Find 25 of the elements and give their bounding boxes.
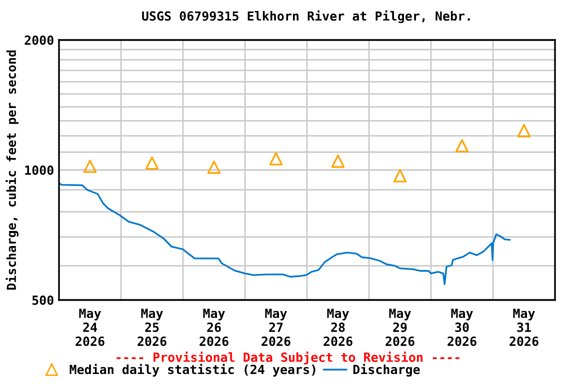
y-tick-label: 500 bbox=[32, 295, 54, 305]
x-tick-label: May 25 2026 bbox=[138, 308, 166, 346]
line-series bbox=[59, 182, 511, 286]
point bbox=[331, 154, 345, 168]
x-tick-label: May 29 2026 bbox=[386, 308, 414, 346]
x-tick-label: May 28 2026 bbox=[324, 308, 352, 346]
x-tick-label: May 24 2026 bbox=[76, 308, 104, 346]
legend-label: Median daily statistic (24 years) bbox=[70, 364, 316, 377]
point bbox=[455, 139, 469, 152]
point bbox=[207, 160, 221, 174]
y-axis-title: Discharge, cubic feet per second bbox=[6, 50, 18, 290]
point bbox=[83, 160, 97, 173]
text: ---- Provisional Data Subject to Revision ---- bbox=[116, 352, 460, 364]
x-tick-label: May 27 2026 bbox=[262, 308, 290, 346]
y-tick-label: 1000 bbox=[25, 165, 54, 175]
point bbox=[517, 124, 531, 138]
x-tick-label: May 26 2026 bbox=[200, 308, 228, 346]
x-tick-label: May 31 2026 bbox=[510, 308, 538, 346]
y-tick-label: 2000 bbox=[24, 35, 54, 45]
point bbox=[393, 169, 407, 182]
point bbox=[269, 152, 283, 166]
legend-label: Discharge bbox=[353, 364, 420, 377]
x-tick-label: May 30 2026 bbox=[448, 308, 476, 346]
chart-title: USGS 06799315 Elkhorn River at Pilger, Nebr. bbox=[142, 10, 470, 24]
point bbox=[145, 156, 159, 170]
